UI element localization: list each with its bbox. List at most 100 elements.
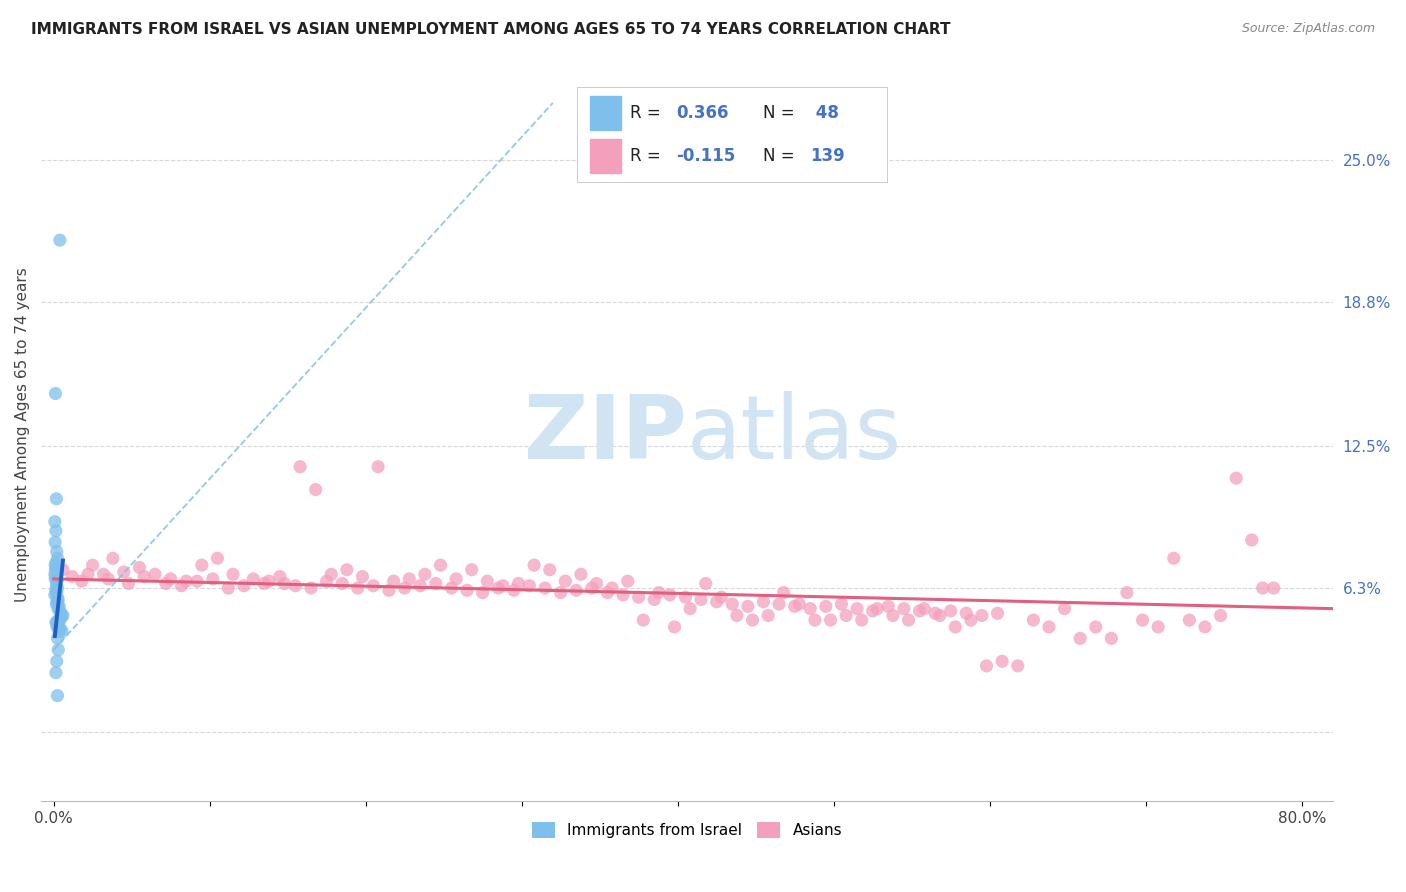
Text: IMMIGRANTS FROM ISRAEL VS ASIAN UNEMPLOYMENT AMONG AGES 65 TO 74 YEARS CORRELATI: IMMIGRANTS FROM ISRAEL VS ASIAN UNEMPLOY… bbox=[31, 22, 950, 37]
Point bbox=[772, 585, 794, 599]
Point bbox=[612, 588, 634, 602]
Point bbox=[955, 606, 977, 620]
Point bbox=[550, 585, 572, 599]
Point bbox=[367, 459, 389, 474]
Point bbox=[51, 608, 73, 623]
Point bbox=[45, 556, 67, 570]
Text: Source: ZipAtlas.com: Source: ZipAtlas.com bbox=[1241, 22, 1375, 36]
Point bbox=[232, 579, 254, 593]
Point bbox=[970, 608, 993, 623]
Point bbox=[960, 613, 983, 627]
Point bbox=[976, 658, 998, 673]
Point bbox=[460, 563, 482, 577]
Point bbox=[45, 585, 67, 599]
Point bbox=[814, 599, 837, 614]
Point bbox=[217, 581, 239, 595]
Point bbox=[492, 579, 515, 593]
Point bbox=[835, 608, 858, 623]
Point bbox=[768, 597, 790, 611]
Point bbox=[46, 601, 69, 615]
Point bbox=[1007, 658, 1029, 673]
Point bbox=[1116, 585, 1139, 599]
Point bbox=[643, 592, 665, 607]
Point bbox=[191, 558, 214, 573]
Point bbox=[1069, 632, 1091, 646]
Point bbox=[46, 551, 69, 566]
Point bbox=[991, 654, 1014, 668]
Point bbox=[305, 483, 328, 497]
Point bbox=[943, 620, 966, 634]
Point bbox=[288, 459, 311, 474]
Point bbox=[924, 606, 946, 620]
Point bbox=[45, 665, 67, 680]
Point bbox=[284, 579, 307, 593]
Point bbox=[49, 604, 72, 618]
Point bbox=[502, 583, 524, 598]
Point bbox=[273, 576, 295, 591]
Point bbox=[45, 491, 67, 506]
Point bbox=[1022, 613, 1045, 627]
Point bbox=[820, 613, 842, 627]
Point bbox=[77, 567, 100, 582]
Point bbox=[48, 624, 70, 639]
Point bbox=[253, 576, 276, 591]
Point bbox=[45, 597, 67, 611]
Point bbox=[1178, 613, 1201, 627]
Point bbox=[48, 617, 70, 632]
Point bbox=[44, 535, 66, 549]
Point bbox=[330, 576, 353, 591]
Point bbox=[882, 608, 904, 623]
Point bbox=[46, 590, 69, 604]
Point bbox=[46, 615, 69, 630]
Point bbox=[82, 558, 104, 573]
Point bbox=[519, 579, 541, 593]
Point bbox=[706, 595, 728, 609]
Point bbox=[257, 574, 280, 589]
Point bbox=[45, 524, 67, 538]
Point bbox=[830, 597, 852, 611]
Point bbox=[378, 583, 401, 598]
Point bbox=[112, 565, 135, 579]
Point bbox=[222, 567, 245, 582]
Point bbox=[523, 558, 546, 573]
Point bbox=[616, 574, 638, 589]
Point bbox=[1084, 620, 1107, 634]
Point bbox=[60, 569, 83, 583]
Point bbox=[44, 558, 66, 573]
Point bbox=[46, 592, 69, 607]
Point bbox=[565, 583, 588, 598]
Point bbox=[46, 595, 69, 609]
Point bbox=[939, 604, 962, 618]
Point bbox=[46, 632, 69, 646]
Point bbox=[48, 613, 70, 627]
Point bbox=[45, 579, 67, 593]
Point bbox=[315, 574, 337, 589]
Point bbox=[1251, 581, 1274, 595]
Point bbox=[101, 551, 124, 566]
Point bbox=[44, 515, 66, 529]
Point bbox=[46, 574, 69, 589]
Point bbox=[174, 574, 197, 589]
Point bbox=[1099, 632, 1122, 646]
Point bbox=[554, 574, 576, 589]
Point bbox=[46, 689, 69, 703]
Point bbox=[534, 581, 557, 595]
Point bbox=[627, 590, 650, 604]
Point bbox=[695, 576, 717, 591]
Point bbox=[600, 581, 623, 595]
Point bbox=[725, 608, 748, 623]
Point bbox=[429, 558, 451, 573]
Point bbox=[44, 567, 66, 582]
Point bbox=[737, 599, 759, 614]
Point bbox=[585, 576, 607, 591]
Point bbox=[789, 597, 811, 611]
Point bbox=[456, 583, 478, 598]
Point bbox=[1053, 601, 1076, 615]
Point bbox=[143, 567, 166, 582]
Point bbox=[46, 597, 69, 611]
Point bbox=[44, 588, 66, 602]
Y-axis label: Unemployment Among Ages 65 to 74 years: Unemployment Among Ages 65 to 74 years bbox=[15, 268, 30, 602]
Point bbox=[1263, 581, 1285, 595]
Point bbox=[508, 576, 530, 591]
Point bbox=[398, 572, 420, 586]
